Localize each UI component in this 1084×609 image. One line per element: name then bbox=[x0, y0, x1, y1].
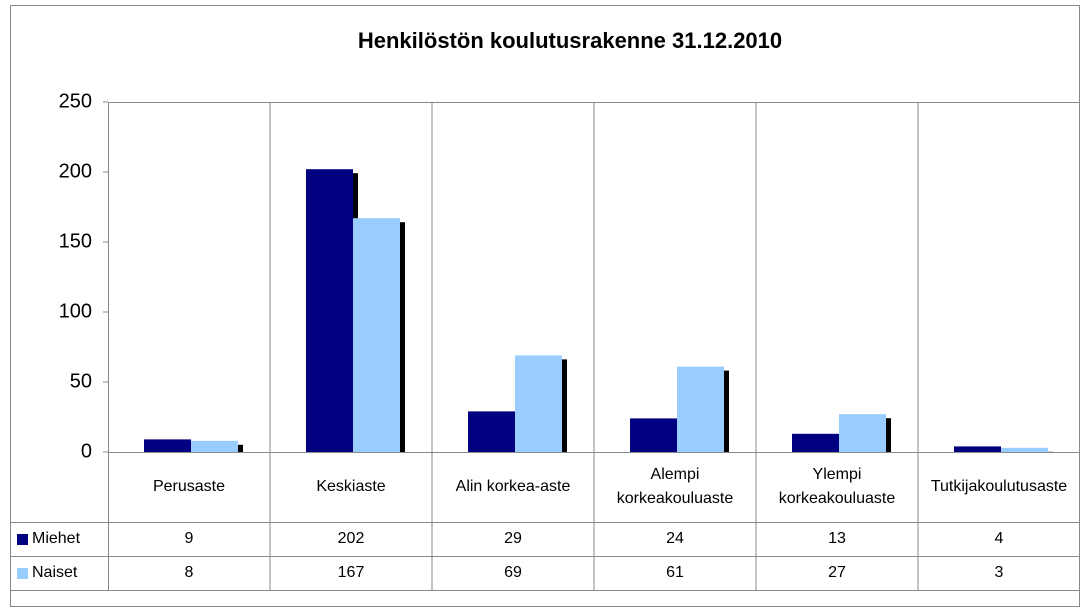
y-tick-label: 250 bbox=[59, 90, 92, 112]
category-label: Ylempi korkeakouluaste bbox=[778, 466, 896, 507]
y-tick-label: 200 bbox=[59, 160, 92, 182]
legend-key bbox=[17, 567, 28, 579]
table-value: 202 bbox=[337, 530, 365, 547]
y-tick-label: 50 bbox=[70, 370, 92, 392]
bar bbox=[515, 355, 562, 452]
bar bbox=[468, 411, 515, 452]
bar bbox=[1001, 447, 1048, 452]
legend-entry: Miehet bbox=[11, 522, 80, 556]
bar bbox=[792, 433, 839, 452]
bar bbox=[306, 169, 353, 452]
category-label: Perusaste bbox=[152, 478, 226, 495]
bar bbox=[144, 439, 191, 452]
table-value: 24 bbox=[666, 530, 684, 547]
table-value: 167 bbox=[337, 564, 365, 581]
legend-key bbox=[17, 533, 28, 545]
category-label: Keskiaste bbox=[316, 478, 386, 495]
y-tick-label: 0 bbox=[81, 440, 92, 462]
bar bbox=[839, 414, 886, 452]
bar bbox=[677, 366, 724, 452]
legend-label: Miehet bbox=[32, 530, 81, 547]
bar-shadow bbox=[724, 370, 729, 452]
table-value: 4 bbox=[994, 530, 1004, 547]
category-label: Alin korkea-aste bbox=[455, 478, 571, 495]
category-label: Tutkijakoulutusaste bbox=[930, 478, 1068, 495]
bar-shadow bbox=[400, 222, 405, 452]
legend-entry: Naiset bbox=[11, 556, 77, 590]
table-value: 69 bbox=[504, 564, 522, 581]
y-tick-label: 150 bbox=[59, 230, 92, 252]
bar-shadow bbox=[238, 444, 243, 452]
table-value: 27 bbox=[828, 564, 846, 581]
table-value: 8 bbox=[184, 564, 194, 581]
table-value: 9 bbox=[184, 530, 194, 547]
category-label: Alempi korkeakouluaste bbox=[616, 466, 734, 507]
bar-shadow bbox=[562, 359, 567, 452]
bar bbox=[353, 218, 400, 452]
bar bbox=[954, 446, 1001, 452]
bar bbox=[191, 440, 238, 452]
table-value: 29 bbox=[504, 530, 522, 547]
legend-label: Naiset bbox=[32, 564, 78, 581]
table-value: 13 bbox=[828, 530, 846, 547]
chart-border bbox=[10, 5, 1080, 607]
table-value: 3 bbox=[994, 564, 1004, 581]
bar bbox=[630, 418, 677, 452]
bar-shadow bbox=[886, 418, 891, 452]
y-tick-label: 100 bbox=[59, 300, 92, 322]
chart-title: Henkilöstön koulutusrakenne 31.12.2010 bbox=[358, 28, 782, 53]
table-value: 61 bbox=[666, 564, 684, 581]
